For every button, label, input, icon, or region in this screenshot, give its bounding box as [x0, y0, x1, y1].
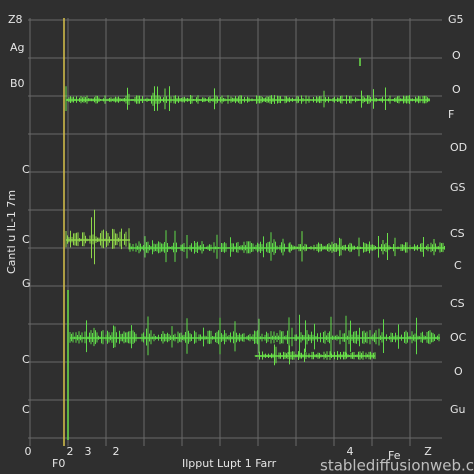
traces: [65, 58, 445, 440]
right-label: O: [452, 49, 461, 62]
right-label: G5: [448, 13, 464, 26]
left-label: G: [22, 277, 31, 290]
left-label: B0: [10, 77, 25, 90]
vertical-label: Cantl u IL-1 7m: [5, 190, 18, 274]
bottom-title: Ilpput Lupt 1 Farr: [182, 457, 277, 470]
x-tick-label: Z: [424, 445, 432, 458]
right-label: CS: [450, 227, 465, 240]
x-tick-label: 2: [113, 445, 120, 458]
left-label: C: [22, 353, 30, 366]
right-label: C: [454, 259, 462, 272]
left-label: C: [22, 403, 30, 416]
right-label: OD: [450, 141, 467, 154]
left-label: Ag: [10, 41, 25, 54]
right-label: O: [452, 83, 461, 96]
right-label: GS: [450, 181, 466, 194]
left-label: C: [22, 163, 30, 176]
watermark: stablediffusionweb.com: [320, 457, 474, 474]
right-label: O: [454, 365, 463, 378]
left-label: C: [22, 233, 30, 246]
x-tick-label: 4: [347, 445, 354, 458]
right-label: CS: [450, 297, 465, 310]
right-label: Gu: [450, 403, 466, 416]
bottom-right-label: Fe: [388, 449, 401, 462]
right-label: F: [448, 108, 454, 121]
left-label: Z8: [8, 13, 23, 26]
x-tick-label: 0: [25, 445, 32, 458]
right-label: OC: [450, 331, 467, 344]
x-tick-label: 3: [85, 445, 92, 458]
x-tick-label: 2: [67, 445, 74, 458]
bottom-left-label: F0: [52, 457, 65, 470]
